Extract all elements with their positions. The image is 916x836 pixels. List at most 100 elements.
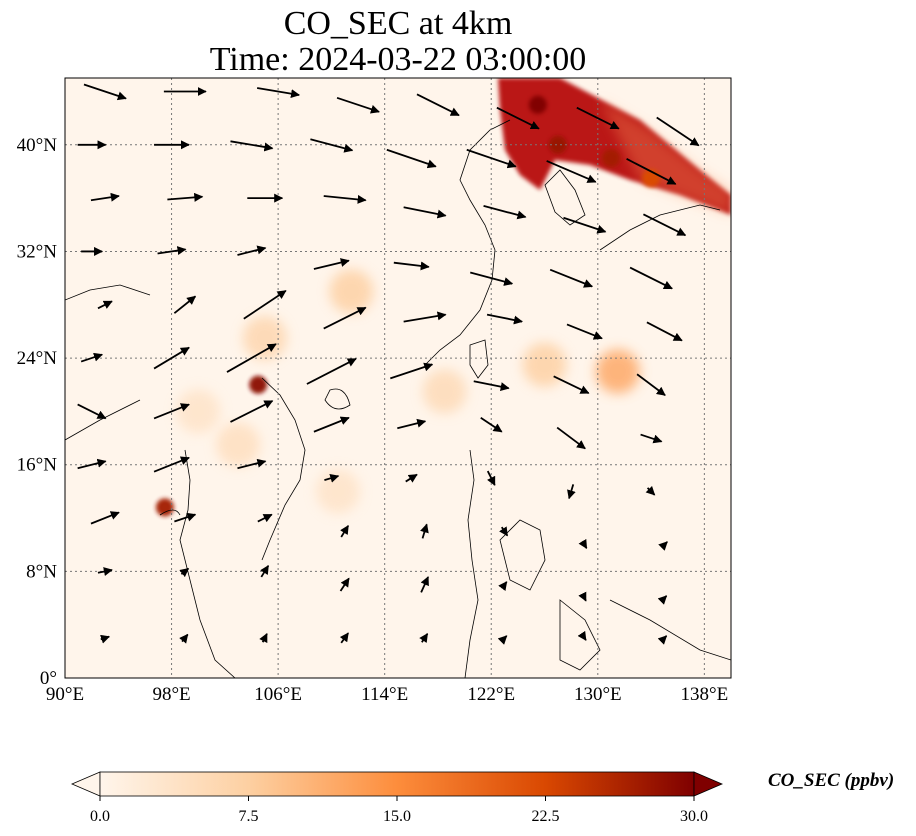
chart-title: CO_SEC at 4km [283,5,513,42]
y-tick-label: 40°N [17,135,58,156]
wind-vector [230,400,274,423]
wind-vector [563,216,607,234]
wind-vector [403,311,447,323]
wind-vector [80,352,103,363]
wind-vector [237,245,267,256]
co-hotspot-5 [155,498,174,517]
colorbar-extend-low [70,771,101,797]
co-hotspot-1 [548,135,567,154]
wind-vector [397,418,427,430]
colorbar-tick-label: 15.0 [383,808,411,825]
wind-vector [237,458,267,470]
co-hotspot-6 [595,349,640,394]
wind-vector [259,633,268,644]
coastlines [65,119,731,678]
wind-vector [179,633,189,644]
wind-vector [576,106,620,130]
co-hotspot-12 [316,469,361,514]
wind-vector [657,635,668,645]
wind-vector [313,416,350,433]
wind-vector [556,426,586,450]
wind-vector [416,93,460,117]
wind-vector [629,266,673,290]
y-tick-label: 24°N [17,348,58,369]
co-plume-edge [600,100,731,215]
wind-vector [499,526,509,537]
wind-vector [174,512,197,523]
wind-vector [578,538,588,549]
wind-vector [310,138,354,153]
y-tick-label: 0° [40,668,57,689]
wind-vector [340,525,349,538]
wind-vector [578,591,587,602]
co-hotspot-11 [216,422,261,467]
wind-vector [553,375,590,394]
wind-vector [157,246,187,255]
colorbar-label: CO_SEC (ppbv) [768,770,895,791]
gridlines [65,78,731,678]
x-tick-label: 138°E [681,684,729,705]
x-tick-label: 114°E [361,684,408,705]
x-tick-label: 106°E [254,684,302,705]
wind-vector [83,83,127,101]
wind-vector [173,295,197,314]
wind-vector [420,576,429,593]
colorbar-tick-label: 30.0 [680,808,708,825]
wind-vector [496,106,540,130]
wind-vector [546,160,597,183]
wind-vector [77,458,107,470]
wind-vector [483,204,527,220]
co-hotspot-9 [242,316,287,361]
wind-vector [498,581,508,592]
co-hotspot-2 [602,149,621,168]
wind-vector [470,271,514,286]
wind-vector [658,541,668,551]
wind-vectors [77,83,700,645]
wind-vector [313,258,350,270]
wind-vector [420,523,429,539]
wind-vector [256,87,301,99]
y-tick-label: 16°N [17,455,58,476]
wind-vector [567,484,576,500]
wind-vector [339,632,349,644]
wind-vector [646,321,683,342]
wind-vector [549,268,593,288]
plot-frame [64,77,732,679]
wind-vector [656,116,700,147]
wind-vector [153,403,190,420]
wind-vector [243,290,287,320]
colorbar-tick-label: 7.5 [239,808,259,825]
y-tick-label: 8°N [26,561,57,582]
wind-vector [179,567,190,578]
wind-vector [486,313,523,325]
wind-vector [497,635,508,645]
wind-vector [97,300,113,310]
wind-vector [324,473,340,483]
wind-vector [480,416,503,433]
wind-vector [657,595,668,605]
wind-vector [642,213,687,237]
wind-vector [636,373,666,396]
co-hotspot-8 [329,269,374,314]
wind-vector [306,358,357,385]
colorbar: 0.0 7.5 15.0 22.5 30.0 [70,771,724,825]
wind-vector [100,634,111,644]
co-hotspot-4 [249,375,268,394]
wind-vector [419,633,429,644]
colorbar-tick-label: 22.5 [532,808,560,825]
wind-vector [339,577,350,592]
wind-vector [640,433,663,444]
wind-vector [403,206,447,219]
colorbar-extend-high [693,771,724,797]
wind-vector [566,323,603,340]
x-tick-label: 130°E [574,684,622,705]
wind-vector [257,513,273,523]
wind-vector [167,192,204,202]
co-hotspot-7 [522,342,567,387]
wind-vector [153,346,190,370]
x-tick-label: 98°E [152,684,190,705]
wind-vector [626,158,677,185]
wind-vector [90,192,120,202]
wind-vector [386,148,437,169]
